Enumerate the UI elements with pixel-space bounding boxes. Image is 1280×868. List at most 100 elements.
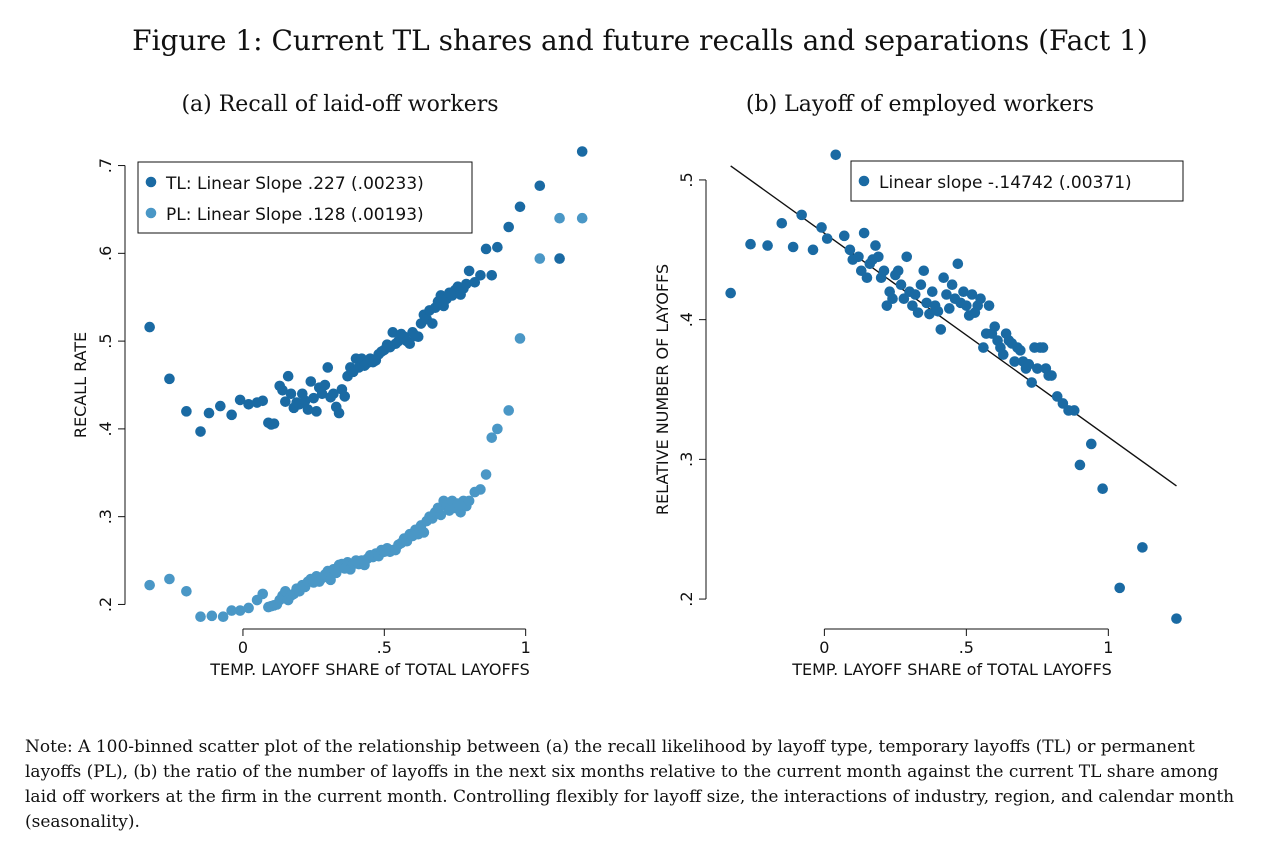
data-point (144, 579, 155, 591)
x-tick-label: 0 (819, 638, 829, 657)
data-point (838, 230, 850, 242)
data-point (308, 392, 319, 404)
y-tick-label: .4 (677, 312, 696, 327)
data-point (853, 251, 864, 263)
data-point (534, 180, 546, 192)
data-point (787, 241, 799, 253)
data-point (480, 243, 492, 255)
data-point (776, 217, 788, 229)
data-point (305, 376, 317, 387)
data-point (503, 221, 515, 233)
data-point (912, 307, 924, 318)
y-tick-label: .3 (96, 509, 115, 524)
legend-box (850, 160, 1184, 202)
data-point (958, 286, 969, 298)
data-point (322, 362, 334, 373)
data-point (534, 253, 546, 264)
data-point (1032, 363, 1043, 374)
data-point (975, 293, 986, 304)
data-point (514, 333, 526, 344)
data-point (892, 265, 904, 277)
data-point (328, 388, 339, 400)
x-tick-label: .5 (377, 638, 392, 657)
data-point (946, 279, 958, 291)
data-point (909, 289, 921, 300)
x-axis-label: TEMP. LAYOFF SHARE of TOTAL LAYOFFS (791, 660, 1112, 679)
data-point (492, 241, 503, 253)
data-point (226, 409, 237, 421)
data-point (387, 327, 399, 338)
data-point (475, 269, 486, 281)
data-point (1114, 582, 1125, 594)
legend-label: Linear slope -.14742 (.00371) (879, 173, 1132, 193)
data-point (243, 602, 254, 614)
data-point (514, 201, 526, 213)
data-point (816, 222, 827, 233)
data-point (1097, 483, 1108, 494)
data-point (932, 305, 944, 317)
data-point (257, 588, 269, 600)
panel-b-title: (b) Layoff of employed workers (745, 92, 1095, 117)
legend-label: TL: Linear Slope .227 (.00233) (165, 174, 424, 194)
data-point (576, 146, 588, 157)
data-point (418, 527, 430, 538)
x-tick-label: 0 (238, 638, 248, 657)
data-point (319, 379, 331, 391)
data-point (463, 495, 475, 507)
data-point (938, 272, 949, 284)
data-point (503, 405, 515, 416)
data-point (299, 395, 311, 407)
data-point (234, 394, 246, 406)
data-point (1009, 356, 1020, 367)
data-point (858, 227, 870, 239)
y-axis-label: RELATIVE NUMBER OF LAYOFFS (653, 264, 672, 515)
linear-fit-line (730, 165, 1177, 487)
data-point (492, 423, 503, 435)
data-point (226, 605, 237, 616)
data-point (745, 238, 756, 250)
data-point (952, 258, 964, 270)
data-point (944, 303, 955, 314)
figure-note: Note: A 100-binned scatter plot of the r… (25, 737, 1235, 832)
data-point (1023, 359, 1035, 370)
data-point (989, 321, 1001, 332)
legend: TL: Linear Slope .227 (.00233) PL: Linear… (137, 161, 473, 234)
data-point (576, 212, 588, 224)
data-point (915, 279, 927, 291)
data-point (830, 149, 842, 161)
data-point (181, 406, 192, 417)
y-tick-label: .6 (96, 246, 115, 261)
data-point (821, 233, 833, 244)
y-axis-label: RECALL RATE (71, 332, 90, 438)
data-point (1037, 342, 1049, 353)
figure-title: Figure 1: Current TL shares and future r… (132, 24, 1148, 57)
legend: Linear slope -.14742 (.00371) (850, 160, 1184, 202)
data-point (926, 286, 938, 298)
data-point (997, 349, 1009, 360)
panel-a-title: (a) Recall of laid-off workers (181, 92, 499, 117)
x-tick-label: .5 (959, 638, 974, 657)
y-tick-label: .5 (96, 333, 115, 348)
data-point (435, 509, 447, 521)
data-point (195, 611, 206, 623)
data-point (762, 240, 773, 251)
series-0-points (725, 149, 1182, 624)
y-tick-label: .2 (677, 591, 696, 606)
y-tick-label: .4 (96, 421, 115, 436)
data-point (935, 324, 947, 335)
legend-marker (858, 175, 870, 187)
data-point (1026, 377, 1037, 388)
data-point (144, 321, 155, 333)
data-point (844, 244, 856, 256)
data-point (302, 404, 314, 415)
x-tick-label: 1 (1103, 638, 1113, 657)
data-point (941, 289, 952, 300)
data-point (316, 388, 328, 400)
data-point (978, 342, 989, 353)
data-point (412, 331, 424, 343)
data-point (901, 251, 913, 263)
data-point (918, 265, 930, 277)
y-tick-label: .5 (677, 172, 696, 187)
data-point (217, 611, 229, 623)
y-tick-label: .7 (96, 158, 115, 173)
